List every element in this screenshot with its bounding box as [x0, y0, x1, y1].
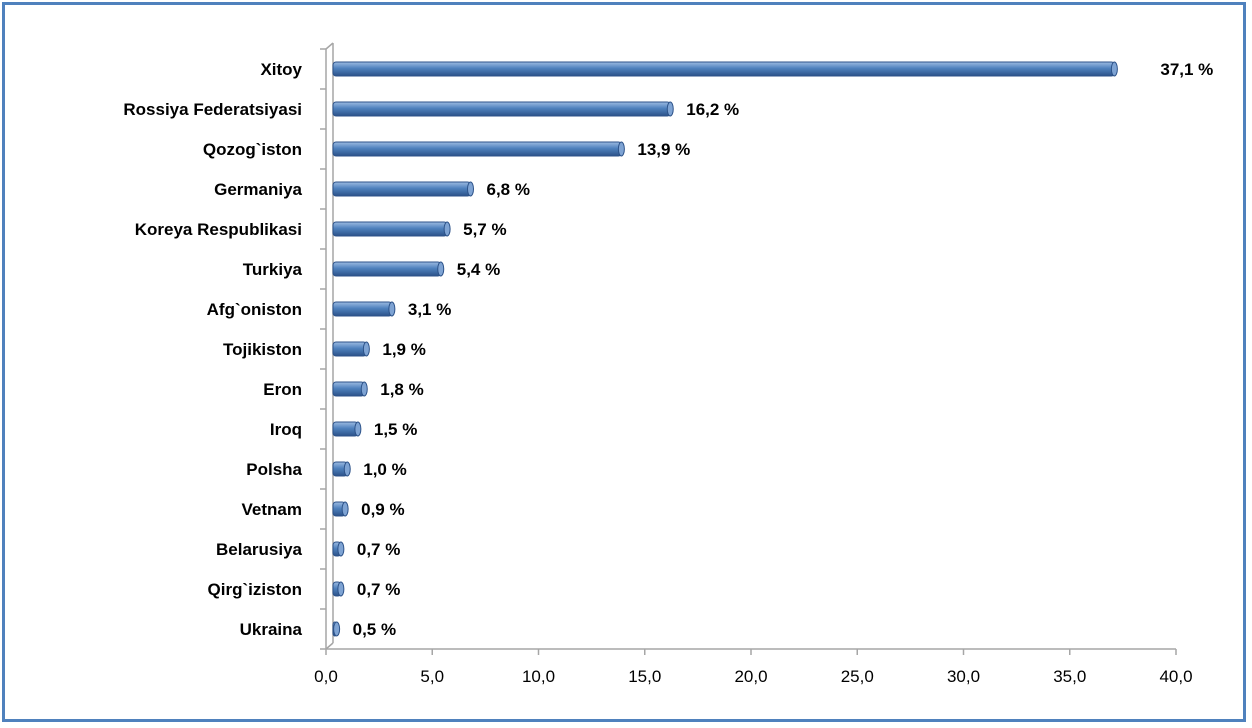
bar	[332, 181, 471, 197]
bar	[332, 301, 393, 317]
x-tick-label: 10,0	[522, 667, 555, 686]
data-label: 0,5 %	[353, 620, 396, 639]
category-label: Ukraina	[240, 620, 303, 639]
data-label: 37,1 %	[1160, 60, 1213, 79]
x-tick-label: 35,0	[1053, 667, 1086, 686]
bar-cap	[343, 461, 351, 477]
data-label: 16,2 %	[686, 100, 739, 119]
category-label: Vetnam	[242, 500, 302, 519]
bar-cap	[333, 621, 341, 637]
x-tick-label: 0,0	[314, 667, 338, 686]
category-label: Xitoy	[260, 60, 302, 79]
data-label: 1,0 %	[363, 460, 406, 479]
data-label: 0,7 %	[357, 540, 400, 559]
y-axis-bottom-edge	[325, 642, 334, 650]
data-label: 1,8 %	[380, 380, 423, 399]
data-label: 1,5 %	[374, 420, 417, 439]
category-label: Koreya Respublikasi	[135, 220, 302, 239]
bar	[332, 421, 359, 437]
data-label: 0,7 %	[357, 580, 400, 599]
y-axis-top-edge	[325, 42, 334, 50]
data-label: 6,8 %	[487, 180, 530, 199]
x-tick-label: 20,0	[734, 667, 767, 686]
category-labels: Xitoy Rossiya Federatsiyasi Qozog`iston Ger…	[123, 60, 302, 639]
data-label: 0,9 %	[361, 500, 404, 519]
data-label: 13,9 %	[637, 140, 690, 159]
bar-cap	[362, 341, 370, 357]
bar-cap	[341, 501, 349, 517]
category-label: Polsha	[246, 460, 302, 479]
data-label: 5,7 %	[463, 220, 506, 239]
bar-cap	[666, 101, 674, 117]
bar-cap	[443, 221, 451, 237]
bar-cap	[437, 261, 445, 277]
bar-cap	[337, 581, 345, 597]
category-label: Qozog`iston	[203, 140, 302, 159]
category-label: Belarusiya	[216, 540, 303, 559]
category-label: Qirg`iziston	[208, 580, 302, 599]
bar	[332, 261, 442, 277]
bar	[332, 61, 1115, 77]
bar	[332, 381, 365, 397]
chart-axes	[320, 42, 1176, 650]
value-labels: 37,1 % 16,2 % 13,9 % 6,8 % 5,7 % 5,4 % 3,1 % 1,…	[353, 60, 1214, 639]
category-label: Iroq	[270, 420, 302, 439]
bar-chart: Xitoy Rossiya Federatsiyasi Qozog`iston Ger…	[123, 42, 1214, 686]
bar-cap	[467, 181, 474, 197]
bar-cap	[388, 301, 396, 317]
bar-cap	[617, 141, 625, 157]
x-tick-label: 30,0	[947, 667, 980, 686]
data-label: 5,4 %	[457, 260, 500, 279]
x-tick-label: 15,0	[628, 667, 661, 686]
category-label: Rossiya Federatsiyasi	[123, 100, 302, 119]
data-label: 3,1 %	[408, 300, 451, 319]
category-label: Tojikiston	[223, 340, 302, 359]
bar	[332, 141, 622, 157]
bar-series	[332, 61, 1118, 637]
bar-cap	[360, 381, 368, 397]
x-tick-label: 40,0	[1159, 667, 1192, 686]
bar-cap	[354, 421, 362, 437]
x-axis-ticks: 0,0 5,0 10,0 15,0 20,0 25,0 30,0 35,0 40,0	[314, 649, 1193, 686]
bar-cap	[337, 541, 345, 557]
bar	[332, 101, 671, 117]
category-label: Turkiya	[243, 260, 303, 279]
category-label: Afg`oniston	[207, 300, 302, 319]
category-label: Eron	[263, 380, 302, 399]
category-label: Germaniya	[214, 180, 302, 199]
bar	[332, 221, 448, 237]
x-tick-label: 5,0	[420, 667, 444, 686]
x-tick-label: 25,0	[841, 667, 874, 686]
data-label: 1,9 %	[382, 340, 425, 359]
bar-cap	[1110, 61, 1118, 77]
bar	[332, 341, 367, 357]
